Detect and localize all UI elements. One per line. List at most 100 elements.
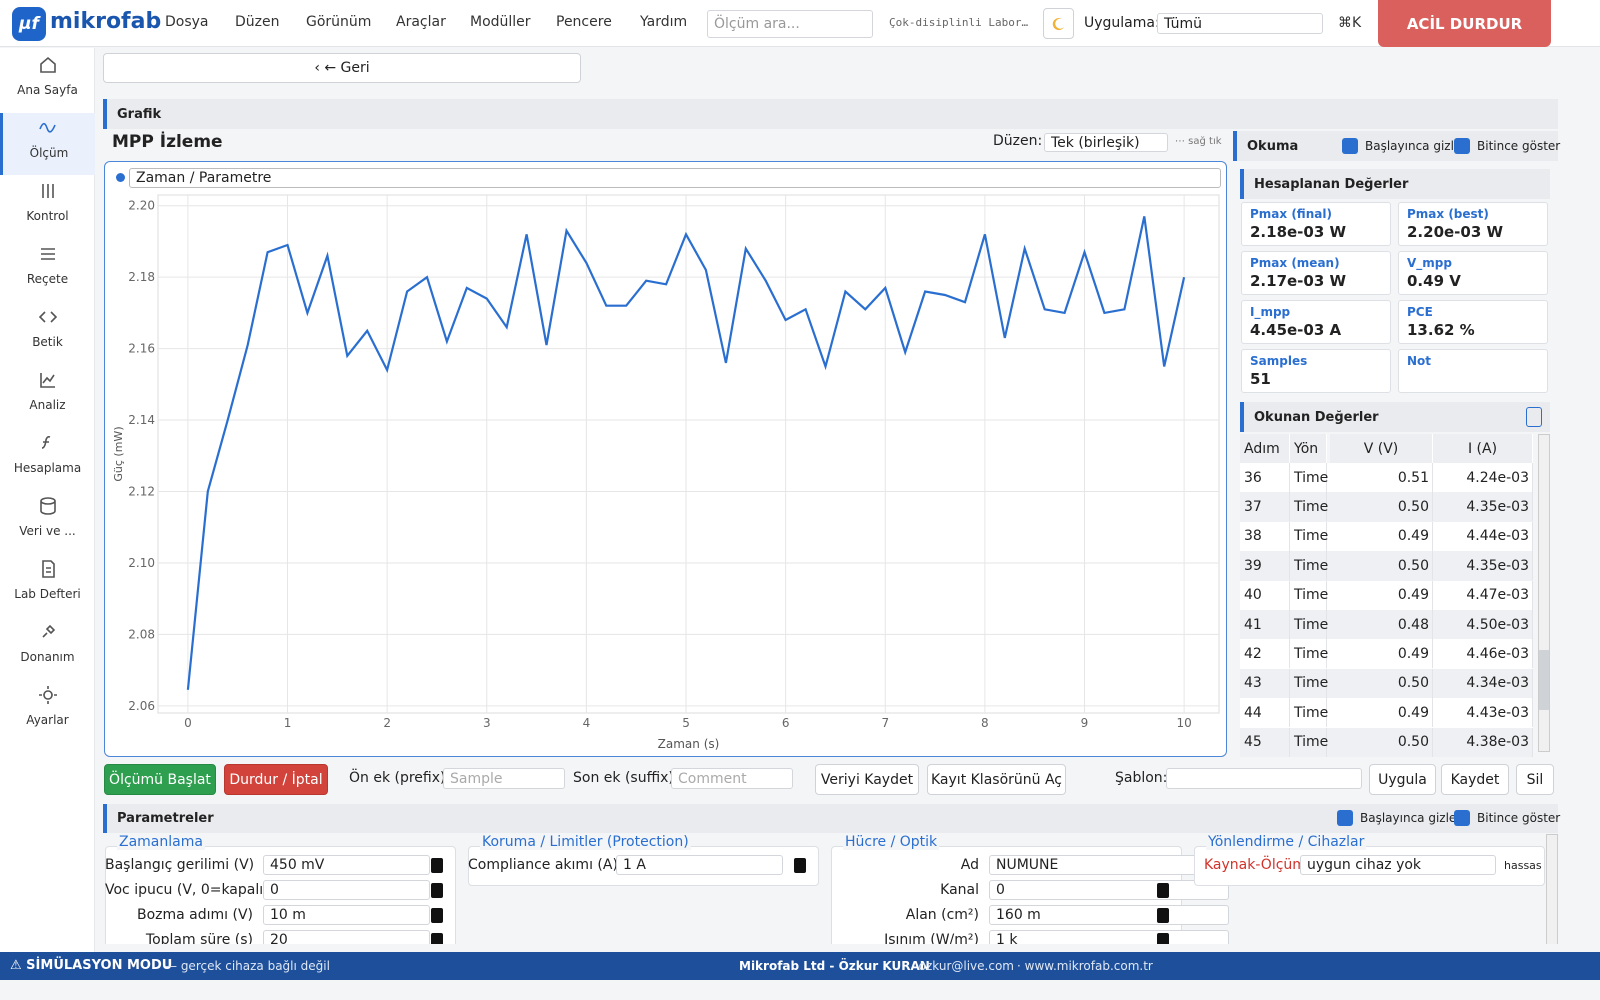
- card-label: I_mpp: [1250, 305, 1291, 319]
- y-axis-label: Güç (mW): [112, 426, 125, 481]
- menu-item[interactable]: Dosya: [165, 14, 209, 30]
- emergency-button[interactable]: ACİL DURDUR: [1378, 0, 1551, 47]
- save-button[interactable]: Kaydet: [1441, 764, 1509, 795]
- stop-button[interactable]: Durdur / İptal: [224, 764, 328, 795]
- graph-section-header[interactable]: Grafik: [103, 99, 1558, 129]
- table-cell: 0.49: [1330, 698, 1433, 728]
- suffix-input[interactable]: Comment: [671, 768, 793, 789]
- spinner[interactable]: [794, 858, 806, 873]
- sidebar-item[interactable]: Analiz: [0, 365, 95, 427]
- site[interactable]: · www.mikrofab.com.tr: [1017, 959, 1153, 973]
- prefix-input[interactable]: Sample: [443, 768, 565, 789]
- spinner[interactable]: [431, 908, 443, 923]
- search-box[interactable]: Ölçüm ara...: [707, 10, 873, 38]
- layout-select[interactable]: Tek (birleşik): [1044, 133, 1168, 152]
- column-header: V (V): [1330, 434, 1433, 463]
- email[interactable]: · ozkur@live.com: [911, 959, 1014, 973]
- table-row: [1240, 492, 1533, 522]
- icon-shape: [41, 436, 51, 449]
- sidebar-item[interactable]: Donanım: [0, 617, 95, 679]
- field-label: Ad: [960, 857, 979, 873]
- spinner[interactable]: [431, 858, 443, 873]
- sidebar-label: Veri ve ...: [19, 524, 76, 538]
- field-input[interactable]: 0: [263, 880, 430, 900]
- table-cell: 4.38e-03: [1433, 727, 1533, 757]
- icon-shape: [42, 624, 56, 638]
- card-value: 0.49 V: [1407, 272, 1461, 290]
- series-selector[interactable]: Zaman / Parametre: [129, 168, 1221, 188]
- table-row: [1240, 668, 1533, 699]
- app-select[interactable]: Tümü: [1157, 13, 1323, 34]
- column-header: Yön: [1290, 434, 1327, 463]
- y-tick-label: 2.08: [128, 627, 155, 641]
- sidebar-item[interactable]: Betik: [0, 302, 95, 364]
- table-row: [1240, 521, 1533, 552]
- field-input[interactable]: 0: [989, 880, 1229, 900]
- copy-button[interactable]: [1526, 407, 1542, 427]
- sidebar-item[interactable]: Ölçüm: [0, 113, 95, 175]
- table-cell: 4.50e-03: [1433, 610, 1533, 639]
- table-cell: 4.47e-03: [1433, 580, 1533, 610]
- spinner[interactable]: [431, 883, 443, 898]
- card-value: 2.18e-03 W: [1250, 223, 1347, 241]
- apply-button[interactable]: Uygula: [1369, 764, 1436, 795]
- field-input[interactable]: 160 m: [989, 905, 1229, 925]
- table-cell: 4.35e-03: [1433, 551, 1533, 581]
- table-header[interactable]: Okunan Değerler: [1240, 402, 1550, 432]
- x-tick-label: 6: [782, 716, 790, 730]
- sidebar-item[interactable]: Reçete: [0, 239, 95, 301]
- param-scrollbar[interactable]: [1546, 834, 1558, 946]
- theme-toggle[interactable]: [1043, 8, 1074, 39]
- field-input[interactable]: 10 m: [263, 905, 430, 925]
- menu-item[interactable]: Yardım: [640, 14, 688, 30]
- field-input[interactable]: 1 A: [616, 855, 783, 875]
- series-dot: [116, 173, 125, 182]
- menu-item[interactable]: Araçlar: [396, 14, 446, 30]
- sidebar-label: Reçete: [26, 272, 69, 286]
- table-row: [1240, 610, 1533, 640]
- sidebar: [0, 48, 95, 952]
- sidebar-item[interactable]: Ayarlar: [0, 680, 95, 742]
- checkbox[interactable]: [1454, 138, 1470, 154]
- table-cell: 0.48: [1330, 610, 1433, 639]
- spinner[interactable]: [1157, 908, 1169, 923]
- back-button[interactable]: ‹ ← Geri: [103, 53, 581, 83]
- start-button[interactable]: Ölçümü Başlat: [104, 764, 216, 795]
- reading-header[interactable]: Okuma: [1233, 131, 1558, 161]
- save-data-button[interactable]: Veriyi Kaydet: [815, 764, 919, 795]
- table-cell: 44: [1240, 698, 1290, 728]
- menu-item[interactable]: Düzen: [235, 14, 280, 30]
- checkbox[interactable]: [1342, 138, 1358, 154]
- menu-item[interactable]: Görünüm: [306, 14, 372, 30]
- computed-header[interactable]: Hesaplanan Değerler: [1240, 169, 1550, 199]
- field-input[interactable]: 450 mV: [263, 855, 430, 875]
- app-label: Uygulama:: [1084, 15, 1160, 31]
- sidebar-item[interactable]: Kontrol: [0, 176, 95, 238]
- open-folder-button[interactable]: Kayıt Klasörünü Aç: [927, 764, 1066, 795]
- sidebar-label: Kontrol: [26, 209, 69, 223]
- checkbox[interactable]: [1454, 810, 1470, 826]
- table-cell: 0.50: [1330, 492, 1433, 522]
- x-tick-label: 7: [881, 716, 889, 730]
- checkbox[interactable]: [1337, 810, 1353, 826]
- menu-item[interactable]: Pencere: [556, 14, 612, 30]
- parameters-header[interactable]: Parametreler: [103, 804, 1558, 833]
- template-select[interactable]: [1166, 768, 1362, 789]
- menu-item[interactable]: Modüller: [470, 14, 531, 30]
- field-input[interactable]: NUMUNE: [989, 855, 1229, 875]
- result-card: Samples 51: [1241, 349, 1391, 393]
- field-select[interactable]: uygun cihaz yok: [1300, 855, 1496, 875]
- y-tick-label: 2.20: [128, 199, 155, 213]
- y-tick-label: 2.12: [128, 485, 155, 499]
- spinner[interactable]: [1157, 883, 1169, 898]
- sidebar-item[interactable]: Ana Sayfa: [0, 50, 95, 112]
- scroll-thumb[interactable]: [1539, 650, 1549, 710]
- sidebar-item[interactable]: Hesaplama: [0, 428, 95, 490]
- delete-button[interactable]: Sil: [1516, 764, 1554, 795]
- sidebar-icon: [40, 497, 56, 515]
- sidebar-label: Lab Defteri: [14, 587, 81, 601]
- table-cell: Time: [1290, 668, 1328, 698]
- sidebar-item[interactable]: Lab Defteri: [0, 554, 95, 616]
- sidebar-item[interactable]: Veri ve ...: [0, 491, 95, 553]
